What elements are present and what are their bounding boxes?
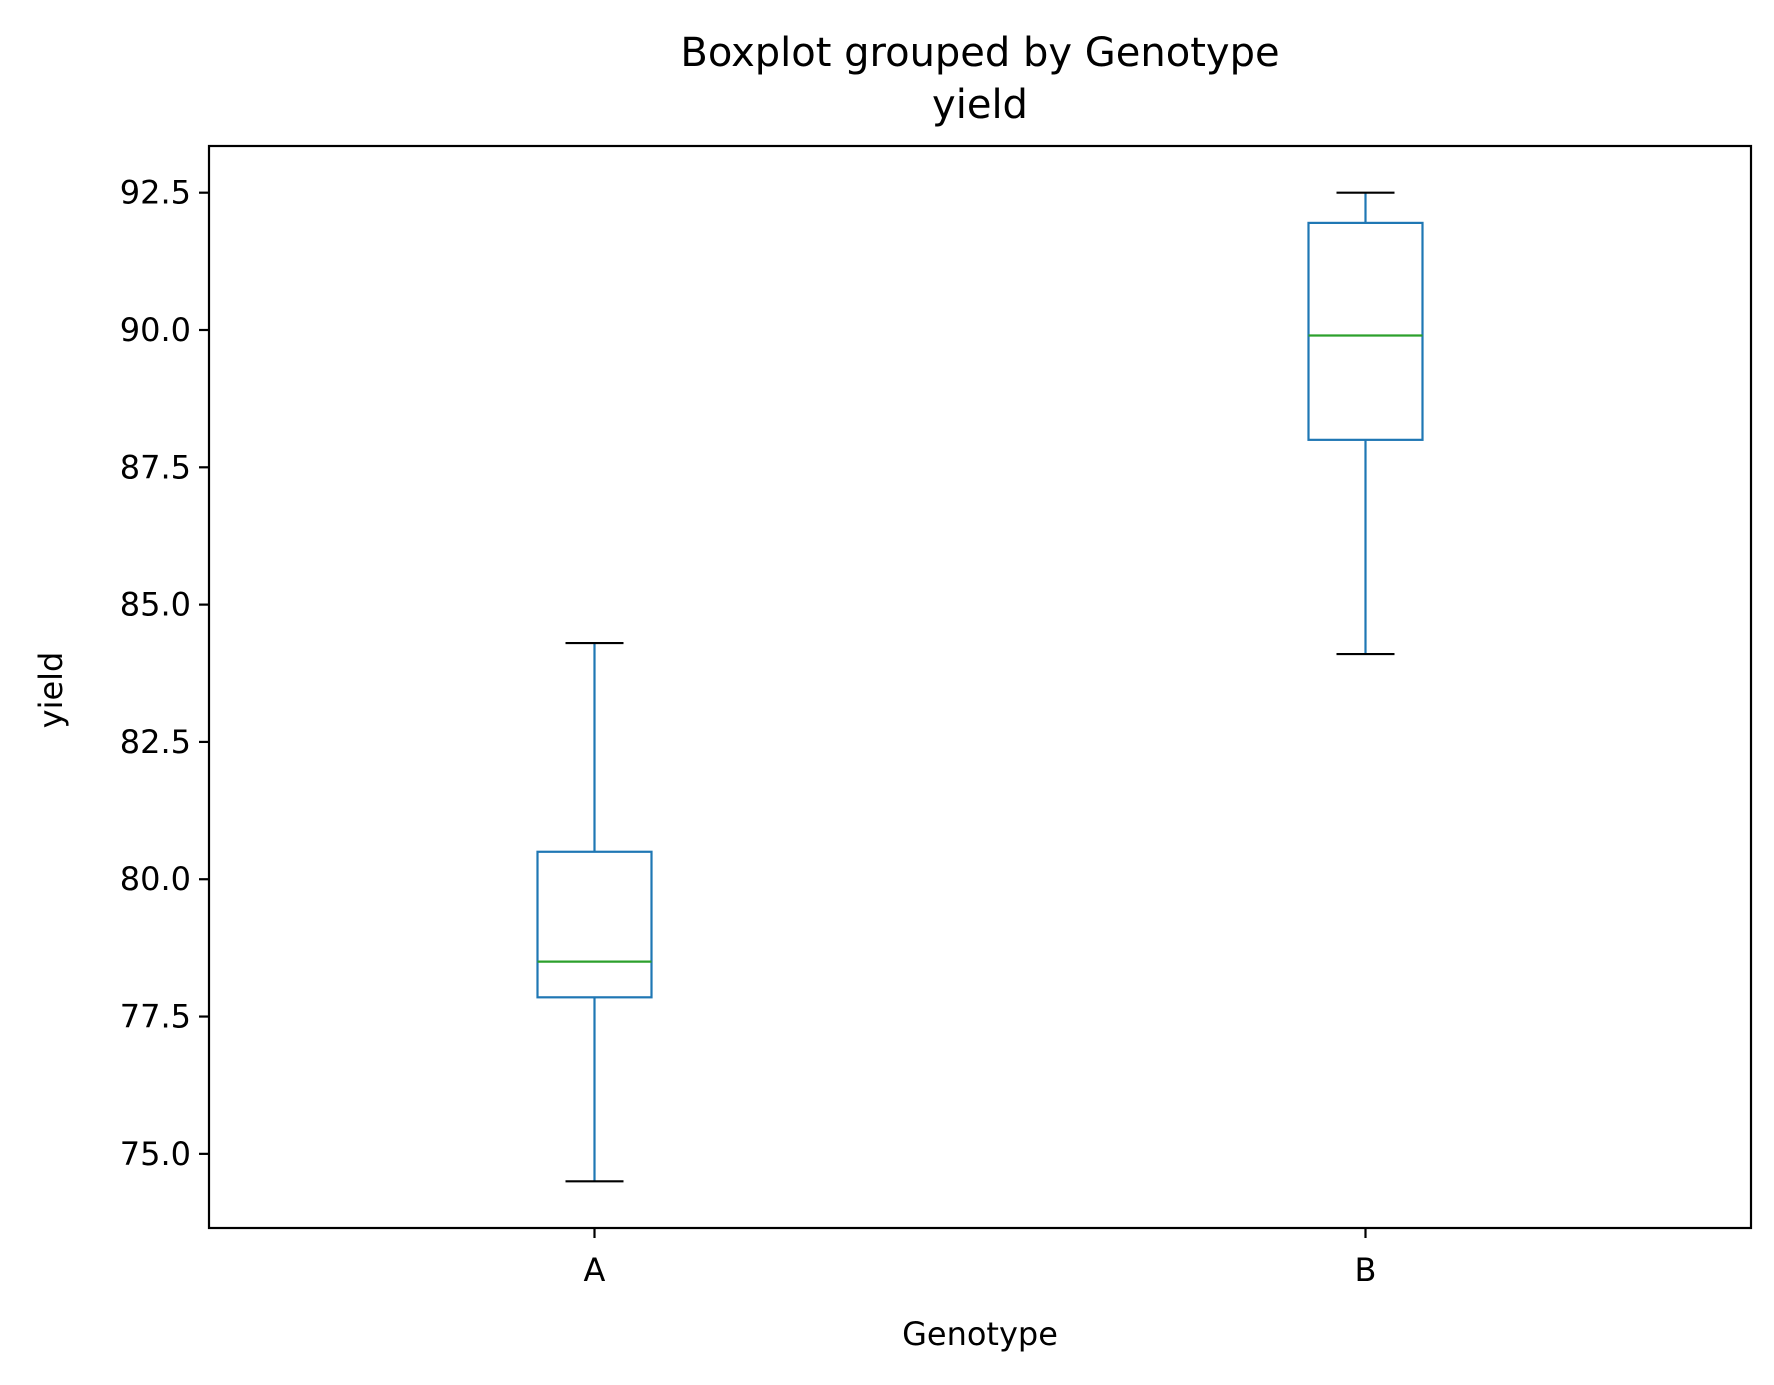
box-a (536, 850, 653, 999)
x-tick-label: A (584, 1251, 606, 1289)
y-tick-label: 80.0 (120, 860, 191, 898)
x-tick-label: B (1355, 1251, 1377, 1289)
y-tick-label: 87.5 (120, 448, 191, 486)
x-axis-label: Genotype (902, 1315, 1058, 1353)
y-tick-label: 90.0 (120, 311, 191, 349)
axes-frame (207, 144, 1753, 1230)
y-tick-label: 85.0 (120, 586, 191, 624)
y-tick-label: 92.5 (120, 174, 191, 212)
box-b (1307, 221, 1424, 441)
chart-title: yield (932, 82, 1028, 128)
y-tick-label: 82.5 (120, 723, 191, 761)
y-tick-label: 77.5 (120, 998, 191, 1036)
chart-suptitle: Boxplot grouped by Genotype (680, 30, 1279, 76)
y-tick-label: 75.0 (120, 1135, 191, 1173)
y-axis-label: yield (32, 652, 70, 729)
plot-area: 75.0 77.5 80.0 82.5 85.0 87.5 90.0 92.5 A B (120, 144, 1753, 1289)
